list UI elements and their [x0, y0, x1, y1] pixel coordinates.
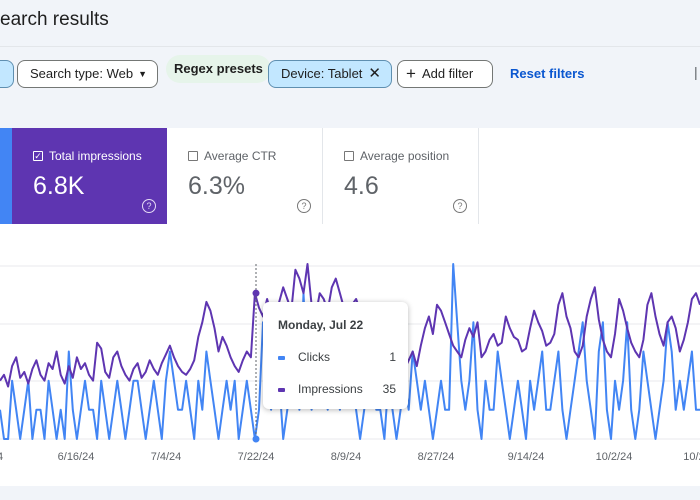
x-tick-label: 4 [0, 451, 3, 463]
tooltip-clicks-row: Clicks 1 [278, 350, 396, 366]
add-filter-button[interactable]: + Add filter [397, 60, 493, 88]
ctr-value: 6.3% [188, 172, 245, 200]
help-icon[interactable]: ? [453, 199, 467, 213]
performance-chart-card: 4 6/16/24 7/4/24 7/22/24 8/9/24 8/27/24 9/14/2… [0, 224, 700, 486]
page-title: earch results [0, 9, 109, 30]
help-icon[interactable]: ? [142, 199, 156, 213]
reset-filters-link[interactable]: Reset filters [510, 66, 585, 81]
device-filter-label: Device: Tablet [281, 66, 363, 81]
position-metric-tile[interactable]: Average position 4.6 ? [323, 128, 479, 224]
clicks-swatch-icon [278, 356, 285, 360]
impressions-hover-point [252, 289, 260, 297]
add-filter-label: Add filter [421, 66, 474, 81]
partial-icon: | [694, 64, 698, 80]
impressions-metric-tile[interactable]: ✓ Total impressions 6.8K ? [12, 128, 167, 224]
tooltip-clicks-value: 1 [389, 350, 396, 364]
checkbox-icon[interactable] [344, 151, 354, 161]
position-label: Average position [360, 149, 450, 163]
position-value: 4.6 [344, 172, 379, 200]
clicks-metric-tile[interactable] [0, 128, 12, 224]
x-tick-label: 6/16/24 [58, 451, 95, 463]
x-tick-label: 8/9/24 [331, 451, 362, 463]
tooltip-impressions-value: 35 [382, 382, 396, 396]
impressions-swatch-icon [278, 388, 285, 392]
x-tick-label: 10/2 [683, 451, 700, 463]
x-tick-label: 7/22/24 [238, 451, 275, 463]
page-header: earch results [0, 0, 700, 47]
checkbox-icon[interactable] [188, 151, 198, 161]
search-type-dropdown[interactable]: Search type: Web ▼ [17, 60, 158, 88]
x-tick-label: 8/27/24 [418, 451, 455, 463]
help-icon[interactable]: ? [297, 199, 311, 213]
ctr-label: Average CTR [204, 149, 277, 163]
tooltip-impressions-label: Impressions [298, 382, 363, 396]
chart-tooltip: Monday, Jul 22 Clicks 1 Impressions 35 [263, 302, 408, 409]
search-type-label: Search type: Web [30, 66, 134, 81]
x-tick-label: 7/4/24 [151, 451, 182, 463]
impressions-label: Total impressions [49, 149, 142, 163]
tooltip-impressions-row: Impressions 35 [278, 382, 396, 398]
close-icon[interactable]: ✕ [368, 65, 381, 82]
clicks-hover-point [252, 435, 260, 443]
x-tick-label: 9/14/24 [508, 451, 545, 463]
x-tick-label: 10/2/24 [596, 451, 633, 463]
tooltip-date: Monday, Jul 22 [278, 318, 364, 332]
dropdown-caret-icon: ▼ [138, 69, 147, 79]
date-filter-chip[interactable] [0, 60, 14, 88]
ctr-metric-tile[interactable]: Average CTR 6.3% ? [167, 128, 323, 224]
impressions-value: 6.8K [33, 172, 85, 200]
regex-presets-button[interactable]: Regex presets [166, 55, 271, 83]
metrics-row: ✓ Total impressions 6.8K ? Average CTR 6… [0, 128, 700, 224]
checkbox-checked-icon[interactable]: ✓ [33, 151, 43, 161]
filter-bar: Search type: Web ▼ Regex presets Device:… [0, 46, 700, 128]
device-filter-chip[interactable]: Device: Tablet ✕ [268, 60, 392, 88]
tooltip-clicks-label: Clicks [298, 350, 330, 364]
plus-icon: + [406, 64, 416, 83]
